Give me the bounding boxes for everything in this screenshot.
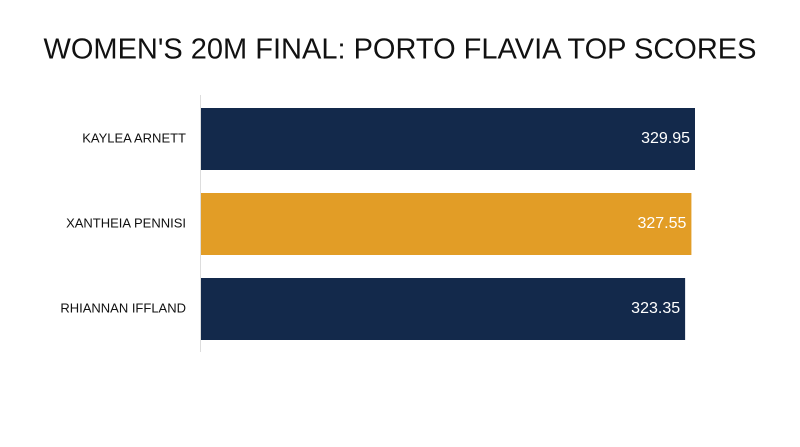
chart-title: WOMEN'S 20M FINAL: PORTO FLAVIA TOP SCOR… [43,34,756,66]
category-label: RHIANNAN IFFLAND [60,300,186,315]
category-label: KAYLEA ARNETT [82,130,186,145]
value-label: 323.35 [631,300,680,317]
value-label: 329.95 [641,130,690,147]
bar [201,108,695,170]
category-label: XANTHEIA PENNISI [66,215,186,230]
bar [201,278,686,340]
value-label: 327.55 [637,215,686,232]
bar [201,193,692,255]
